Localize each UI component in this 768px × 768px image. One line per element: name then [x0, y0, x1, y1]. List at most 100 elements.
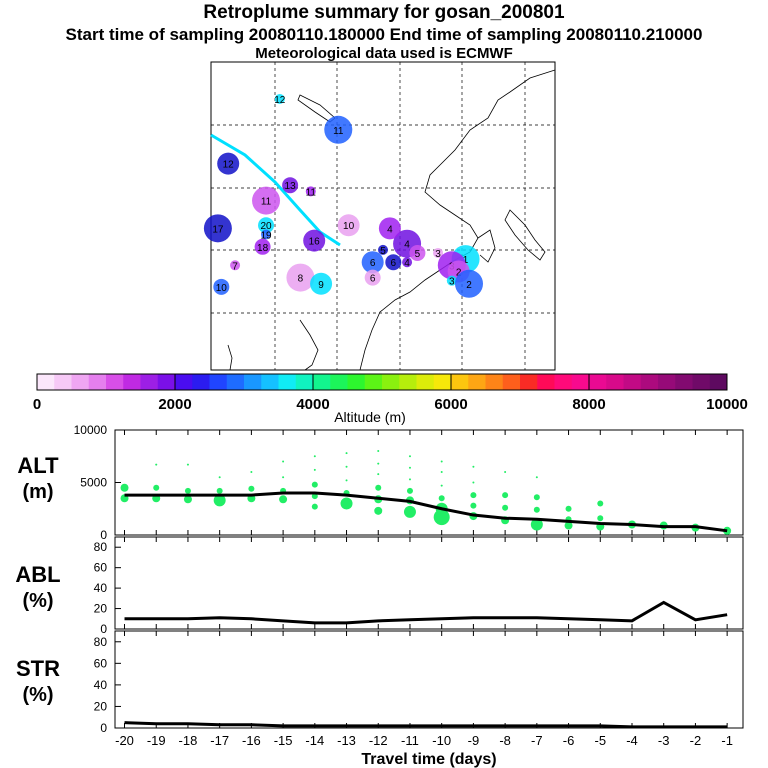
colorbar-swatch	[416, 374, 435, 390]
plume-label: 18	[257, 243, 269, 254]
altitude-scatter-point	[440, 460, 443, 463]
altitude-scatter-point	[504, 471, 507, 473]
x-tick-label: -3	[658, 733, 670, 748]
plume-label: 13	[285, 181, 297, 192]
colorbar-swatch	[106, 374, 124, 390]
colorbar-swatch	[382, 374, 400, 390]
plume-marker	[402, 257, 413, 268]
colorbar-swatch	[244, 374, 262, 390]
colorbar-swatch	[554, 374, 573, 390]
met-data-note: Meteorological data used is ECMWF	[255, 45, 513, 62]
colorbar-swatch	[330, 374, 348, 390]
altitude-scatter-point	[470, 502, 477, 509]
plume-label: 3	[449, 277, 455, 288]
plume-centroid-track	[210, 133, 341, 247]
plume-marker	[203, 214, 232, 243]
x-tick-label: -20	[115, 733, 134, 748]
x-axis-label: Travel time (days)	[361, 751, 496, 768]
altitude-scatter-point	[470, 492, 477, 499]
x-tick-label: -2	[690, 733, 702, 748]
plume-marker	[364, 269, 381, 286]
colorbar-swatch	[520, 374, 538, 390]
y-tick-label: 60	[94, 561, 108, 575]
plume-label: 6	[370, 258, 376, 269]
plume-label: 2	[466, 280, 472, 291]
altitude-scatter-point	[472, 481, 475, 484]
panel-frame	[114, 429, 744, 536]
plume-marker	[446, 275, 457, 286]
x-tick-label: -7	[531, 733, 543, 748]
plume-label: 3	[435, 249, 441, 260]
map-panel: 1211121311111020191716187891054453166432…	[203, 61, 556, 371]
y-tick-label: 80	[94, 540, 108, 554]
altitude-scatter-point	[213, 494, 226, 507]
colorbar-swatch	[54, 374, 72, 390]
plume-marker	[337, 214, 360, 237]
plume-marker	[361, 251, 384, 274]
plume-label: 7	[232, 261, 238, 272]
altitude-scatter-point	[377, 462, 380, 465]
colorbar-swatch	[399, 374, 417, 390]
altitude-scatter-point	[311, 493, 318, 500]
altitude-scatter-point	[218, 476, 221, 479]
panel-frame	[114, 630, 744, 729]
plume-marker	[254, 238, 271, 255]
altitude-scatter-point	[345, 479, 348, 482]
plume-label: 9	[318, 280, 324, 291]
panel-frame	[114, 536, 744, 630]
coastline-indian-peninsula	[227, 344, 233, 371]
x-tick-label: -17	[210, 733, 229, 748]
map-frame	[210, 61, 556, 371]
altitude-scatter-point	[311, 503, 318, 510]
altitude-scatter-point	[433, 509, 450, 526]
sampling-times: Start time of sampling 20080110.180000 E…	[65, 25, 703, 44]
altitude-scatter-point	[502, 492, 509, 499]
y-tick-label: 20	[94, 699, 108, 713]
colorbar-swatch	[157, 374, 176, 390]
y-tick-label: 5000	[80, 476, 107, 490]
y-tick-label: 0	[100, 528, 107, 542]
x-tick-label: -19	[147, 733, 166, 748]
plume-marker	[303, 229, 326, 252]
plume-marker	[385, 254, 402, 271]
colorbar-swatch	[502, 374, 521, 390]
colorbar-swatch	[175, 374, 193, 390]
x-tick-label: -5	[594, 733, 606, 748]
altitude-scatter-point	[374, 506, 383, 515]
y-tick-label: 0	[100, 622, 107, 636]
colorbar-swatch	[88, 374, 107, 390]
plume-marker	[286, 263, 315, 292]
altitude-scatter-point	[345, 465, 348, 468]
altitude-scatter-point	[153, 484, 160, 491]
y-axis-unit: (%)	[22, 590, 53, 612]
colorbar-swatch	[433, 374, 452, 390]
plume-label: 5	[415, 249, 421, 260]
colorbar-swatch	[140, 374, 159, 390]
x-tick-label: -12	[369, 733, 388, 748]
plume-label: 5	[380, 246, 386, 257]
altitude-scatter-point	[340, 497, 353, 510]
altitude-scatter-point	[313, 455, 316, 458]
panel-abl: 0 20 40 60 80 ABL (%)	[15, 536, 744, 636]
altitude-scatter-point	[408, 478, 411, 481]
altitude-scatter-point	[408, 455, 411, 458]
colorbar-tick-label: 10000	[706, 396, 748, 413]
colorbar-tick-label: 8000	[572, 396, 605, 413]
plume-label: 11	[261, 197, 272, 208]
altitude-scatter-point	[250, 471, 253, 473]
altitude-scatter-point	[216, 487, 223, 494]
plume-marker	[252, 186, 281, 215]
plume-label: 11	[333, 126, 344, 137]
y-tick-label: 0	[100, 721, 107, 735]
altitude-scatter-point	[313, 468, 316, 471]
altitude-scatter-point	[311, 481, 318, 488]
colorbar-swatch	[451, 374, 469, 390]
altitude-scatter-point	[282, 476, 285, 479]
altitude-scatter-point	[377, 450, 380, 452]
x-tick-label: -18	[179, 733, 198, 748]
series-line-mean	[124, 491, 728, 533]
colorbar-tick-label: 2000	[158, 396, 191, 413]
y-tick-label: 20	[94, 602, 108, 616]
colorbar-swatch	[692, 374, 711, 390]
